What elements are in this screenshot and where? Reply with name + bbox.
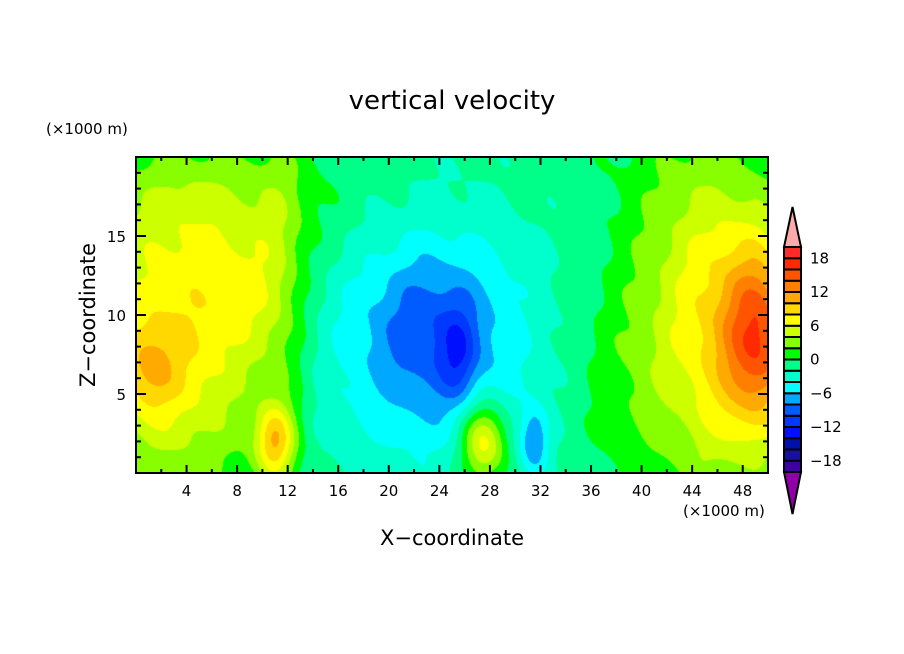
colorbar-box [783, 414, 802, 428]
x-tick-label: 16 [329, 482, 348, 500]
colorbar-box [783, 358, 802, 372]
colorbar-box [783, 257, 802, 271]
plot-frame [135, 156, 769, 474]
colorbar-label: 0 [810, 351, 820, 369]
colorbar-label: 6 [810, 317, 820, 335]
x-tick-label: 48 [733, 482, 752, 500]
x-tick-label: 32 [531, 482, 550, 500]
x-tick-label: 20 [379, 482, 398, 500]
colorbar-box [783, 347, 802, 361]
plot-axes [135, 156, 769, 474]
colorbar-box [783, 381, 802, 395]
y-tick-label: 15 [107, 228, 126, 246]
colorbar-box [783, 324, 802, 338]
x-ticks: 4 8 12 16 20 24 28 32 36 40 44 48 [160, 157, 752, 500]
colorbar-box [783, 336, 802, 350]
y-tick-label: 5 [116, 386, 126, 404]
colorbar: 18 12 6 0 −6 −12 −18 [782, 206, 842, 515]
x-tick-label: 12 [278, 482, 297, 500]
colorbar-label: −6 [810, 384, 832, 402]
x-axis-unit: (×1000 m) [683, 502, 765, 520]
colorbar-box [783, 403, 802, 417]
colorbar-box [783, 268, 802, 282]
x-tick-label: 44 [683, 482, 702, 500]
colorbar-box [783, 392, 802, 406]
colorbar-label: −18 [810, 452, 842, 470]
x-axis-label: X−coordinate [380, 526, 524, 550]
x-tick-label: 40 [632, 482, 651, 500]
colorbar-over-triangle [782, 206, 803, 248]
colorbar-label: −12 [810, 418, 842, 436]
colorbar-box [783, 437, 802, 451]
colorbar-box [783, 313, 802, 327]
colorbar-label: 18 [810, 249, 829, 267]
chart-title: vertical velocity [348, 86, 556, 116]
colorbar-under-triangle [782, 471, 803, 515]
x-tick-label: 24 [430, 482, 449, 500]
x-tick-label: 8 [232, 482, 242, 500]
contour-field [136, 157, 768, 473]
colorbar-box [783, 369, 802, 383]
y-tick-label: 10 [107, 307, 126, 325]
colorbar-box [783, 426, 802, 440]
colorbar-box [783, 291, 802, 305]
colorbar-box [783, 279, 802, 293]
colorbar-box [783, 459, 802, 473]
x-tick-label: 36 [581, 482, 600, 500]
colorbar-box [783, 246, 802, 260]
x-tick-label: 4 [182, 482, 192, 500]
x-tick-label: 28 [480, 482, 499, 500]
y-ticks: 5 10 15 [107, 171, 768, 459]
colorbar-box [783, 448, 802, 462]
colorbar-label: 12 [810, 283, 829, 301]
colorbar-box [783, 302, 802, 316]
y-axis-unit: (×1000 m) [46, 120, 128, 138]
